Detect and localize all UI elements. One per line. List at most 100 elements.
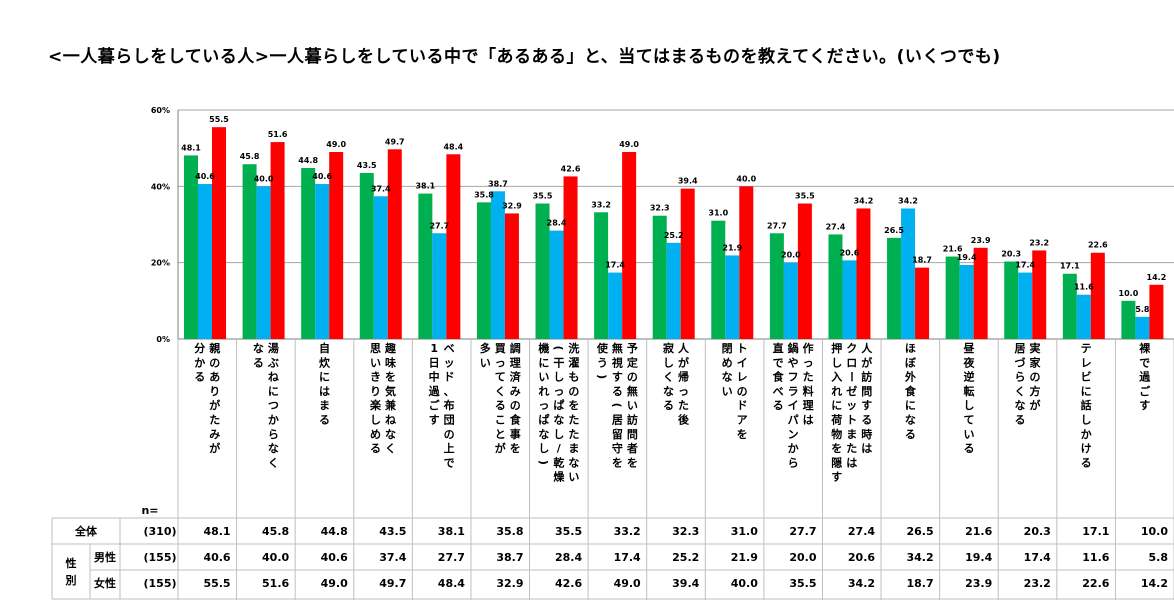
category-char: の (510, 399, 521, 412)
category-char: り (209, 385, 220, 398)
category-char: を (385, 371, 396, 384)
bar-value-label: 40.6 (312, 172, 332, 181)
category-char: ぼ (905, 356, 917, 369)
category-char: ー (845, 371, 858, 382)
bar-value-label: 19.4 (957, 253, 977, 262)
category-char: を (510, 442, 521, 455)
category-char: 味 (385, 355, 396, 369)
bar-value-label: 18.7 (912, 256, 932, 265)
category-char: な (253, 342, 264, 355)
category-char: 裸 (1139, 341, 1151, 355)
bar-女性 (973, 247, 988, 339)
category-char: い (963, 428, 974, 441)
table-cell: 14.2 (1141, 577, 1168, 590)
category-char: し (1081, 414, 1092, 427)
table-cell: 23.2 (1024, 577, 1051, 590)
category-char: 後 (678, 413, 690, 427)
bar-value-label: 22.6 (1088, 241, 1108, 250)
table-cell: 10.0 (1141, 525, 1168, 538)
category-char: や (788, 356, 799, 369)
category-char: 思 (370, 342, 381, 355)
table-cell: 34.2 (848, 577, 875, 590)
table-cell: 45.8 (262, 525, 289, 538)
category-char: い (480, 356, 491, 369)
category-separators (177, 339, 1174, 600)
category-char: 守 (612, 441, 623, 455)
bar-value-label: 45.8 (240, 152, 260, 161)
table-cell: 48.1 (203, 525, 230, 538)
category-char: 親 (209, 341, 220, 355)
category-char: く (663, 371, 674, 384)
category-char: 料 (803, 384, 814, 398)
bar-value-label: 28.4 (547, 219, 567, 228)
category-char: 入 (831, 371, 842, 384)
category-char: ッ (846, 399, 857, 412)
category-char: は (861, 442, 872, 455)
bar-value-label: 20.6 (840, 248, 860, 257)
bar-女性 (797, 203, 812, 339)
bar-value-label: 38.7 (488, 179, 508, 188)
category-char: る (905, 428, 916, 441)
category-char: 布 (444, 398, 455, 412)
table-cell: 27.7 (438, 551, 465, 564)
category-char: で (773, 356, 784, 369)
category-char: の (568, 385, 579, 398)
table-cell: 39.4 (672, 577, 699, 590)
category-char: た (803, 371, 814, 384)
category-char: っ (803, 356, 814, 369)
category-char: に (905, 399, 916, 412)
category-labels: 分かる親のありがたみがなる湯ぶねにつからなく自炊にはまる思いきり楽しめる趣味を気… (194, 341, 1151, 484)
category-char: 隠 (831, 455, 842, 469)
bar-女性 (739, 186, 754, 339)
bar-value-label: 39.4 (678, 177, 698, 186)
category-char: 押 (831, 341, 842, 355)
category-char: 団 (444, 413, 455, 427)
category-char: に (1081, 385, 1092, 398)
category-char: が (209, 441, 220, 455)
bar-女性 (387, 149, 402, 339)
bar-value-label: 10.0 (1119, 289, 1139, 298)
category-char: 昼 (962, 342, 975, 355)
category-char: の (627, 371, 638, 384)
category-char: く (1015, 385, 1026, 398)
category-char: 閉 (722, 342, 733, 355)
category-char: か (1081, 428, 1092, 441)
table-cell: 51.6 (262, 577, 289, 590)
category-char: ら (268, 428, 279, 441)
category-char: 燥 (553, 470, 565, 484)
table-row-label: 女性 (94, 576, 116, 590)
category-char: ら (1015, 371, 1026, 384)
category-char: レ (1081, 356, 1092, 369)
bar-value-label: 5.8 (1135, 305, 1150, 314)
bar-value-label: 34.2 (898, 196, 918, 205)
table-cell: 17.1 (1082, 525, 1109, 538)
category-char: 転 (963, 384, 974, 398)
category-char: 帰 (678, 370, 689, 384)
category-char: 話 (1081, 398, 1092, 412)
category-char: 訪 (861, 370, 872, 384)
bar-女性 (329, 151, 344, 339)
bar-男性 (432, 233, 447, 339)
category-char: 濯 (568, 355, 579, 369)
data-table: n= 性別 全体 (310) 48.1 45.8 44.8 43.5 38.1 35.8 35.5 3… (51, 504, 1174, 600)
category-char: 買 (495, 342, 506, 355)
bar-value-label: 49.0 (619, 140, 639, 149)
category-char: し (831, 356, 842, 369)
bar-男性 (490, 191, 505, 339)
category-char: も (568, 371, 579, 384)
table-cell: 17.4 (614, 551, 641, 564)
bar-全体 (1004, 261, 1019, 339)
bar-value-label: 49.7 (385, 137, 405, 146)
table-cell: 25.2 (672, 551, 699, 564)
category-char: い (627, 399, 638, 412)
category-char: ク (846, 342, 857, 355)
table-cell: 32.9 (496, 577, 523, 590)
bar-男性 (1135, 316, 1150, 339)
bar-男性 (373, 196, 388, 339)
